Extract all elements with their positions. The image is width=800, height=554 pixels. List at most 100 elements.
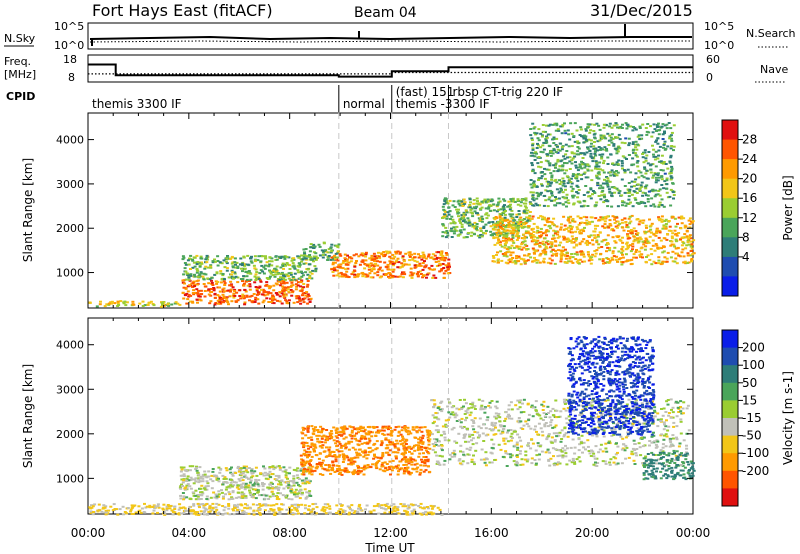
- range-gate-cell: [231, 271, 235, 274]
- range-gate-cell: [130, 304, 134, 307]
- range-gate-cell: [654, 193, 658, 196]
- range-gate-cell: [554, 249, 557, 252]
- range-gate-cell: [402, 453, 406, 456]
- range-gate-cell: [278, 295, 282, 298]
- range-gate-cell: [307, 492, 311, 495]
- range-gate-cell: [615, 255, 619, 258]
- range-gate-cell: [653, 172, 657, 175]
- range-gate-cell: [496, 251, 499, 254]
- range-gate-cell: [673, 217, 677, 220]
- range-gate-cell: [200, 491, 204, 494]
- range-gate-cell: [581, 135, 585, 138]
- range-gate-cell: [677, 254, 681, 257]
- range-gate-cell: [309, 436, 313, 439]
- range-gate-cell: [404, 505, 407, 508]
- range-gate-cell: [651, 131, 655, 134]
- range-gate-cell: [250, 294, 254, 297]
- range-gate-cell: [308, 254, 312, 256]
- range-gate-cell: [227, 276, 231, 279]
- range-gate-cell: [631, 143, 635, 145]
- range-gate-cell: [515, 255, 519, 257]
- range-gate-cell: [680, 222, 684, 225]
- range-gate-cell: [209, 265, 213, 268]
- range-gate-cell: [534, 133, 538, 136]
- range-gate-cell: [396, 473, 400, 476]
- range-gate-cell: [615, 170, 618, 172]
- range-gate-cell: [463, 220, 467, 223]
- range-gate-cell: [418, 447, 422, 450]
- range-gate-cell: [284, 476, 288, 479]
- range-gate-cell: [182, 286, 186, 289]
- range-gate-cell: [568, 257, 572, 260]
- range-gate-cell: [584, 138, 588, 141]
- range-gate-cell: [188, 509, 192, 512]
- range-gate-cell: [239, 257, 243, 260]
- range-gate-cell: [284, 299, 288, 302]
- range-gate-cell: [570, 159, 574, 162]
- range-gate-cell: [502, 211, 506, 214]
- range-gate-cell: [571, 173, 575, 176]
- range-gate-cell: [620, 263, 624, 266]
- y-tick-label: 1000: [56, 267, 84, 280]
- range-gate-cell: [204, 273, 208, 276]
- range-gate-cell: [507, 200, 511, 203]
- range-gate-cell: [233, 261, 237, 264]
- range-gate-cell: [264, 504, 268, 507]
- range-gate-cell: [124, 512, 128, 515]
- range-gate-cell: [511, 199, 515, 202]
- range-gate-cell: [335, 244, 339, 247]
- range-gate-cell: [651, 144, 654, 147]
- range-gate-cell: [558, 149, 562, 152]
- range-gate-cell: [635, 239, 639, 242]
- range-gate-cell: [629, 171, 633, 174]
- range-gate-cell: [602, 193, 606, 196]
- range-gate-cell: [661, 133, 665, 136]
- range-gate-cell: [503, 230, 507, 232]
- range-gate-cell: [574, 258, 578, 261]
- range-gate-cell: [267, 265, 271, 268]
- range-gate-cell: [625, 224, 629, 226]
- range-gate-cell: [495, 210, 499, 213]
- range-gate-cell: [477, 217, 481, 220]
- range-gate-cell: [529, 179, 533, 181]
- range-gate-cell: [610, 256, 614, 259]
- range-gate-cell: [197, 498, 201, 501]
- range-gate-cell: [222, 301, 226, 304]
- range-gate-cell: [320, 446, 324, 449]
- range-gate-cell: [639, 200, 643, 203]
- range-gate-cell: [276, 492, 280, 495]
- range-gate-cell: [267, 488, 271, 491]
- range-gate-cell: [663, 172, 667, 175]
- range-gate-cell: [542, 261, 546, 264]
- range-gate-cell: [581, 162, 585, 164]
- range-gate-cell: [232, 484, 236, 487]
- range-gate-cell: [337, 450, 341, 453]
- range-gate-cell: [390, 511, 394, 514]
- range-gate-cell: [595, 161, 598, 164]
- range-gate-cell: [241, 479, 245, 482]
- range-gate-cell: [406, 507, 410, 510]
- range-gate-cell: [223, 282, 227, 285]
- range-gate-cell: [377, 460, 381, 462]
- range-gate-cell: [279, 492, 282, 495]
- range-gate-cell: [270, 482, 274, 485]
- range-gate-cell: [244, 512, 248, 515]
- range-gate-cell: [579, 126, 583, 129]
- range-gate-cell: [574, 173, 577, 176]
- range-gate-cell: [519, 220, 523, 223]
- range-gate-cell: [273, 275, 277, 278]
- range-gate-cell: [360, 467, 364, 470]
- range-gate-cell: [340, 273, 344, 276]
- range-gate-cell: [301, 482, 305, 485]
- range-gate-cell: [280, 479, 284, 482]
- range-gate-cell: [244, 290, 248, 293]
- range-gate-cell: [200, 257, 204, 260]
- range-gate-cell: [672, 145, 676, 148]
- range-gate-cell: [398, 275, 402, 278]
- range-gate-cell: [534, 151, 538, 154]
- range-gate-cell: [631, 245, 635, 248]
- range-gate-cell: [571, 196, 575, 199]
- range-gate-cell: [593, 123, 597, 126]
- range-gate-cell: [189, 268, 192, 270]
- range-gate-cell: [497, 223, 501, 226]
